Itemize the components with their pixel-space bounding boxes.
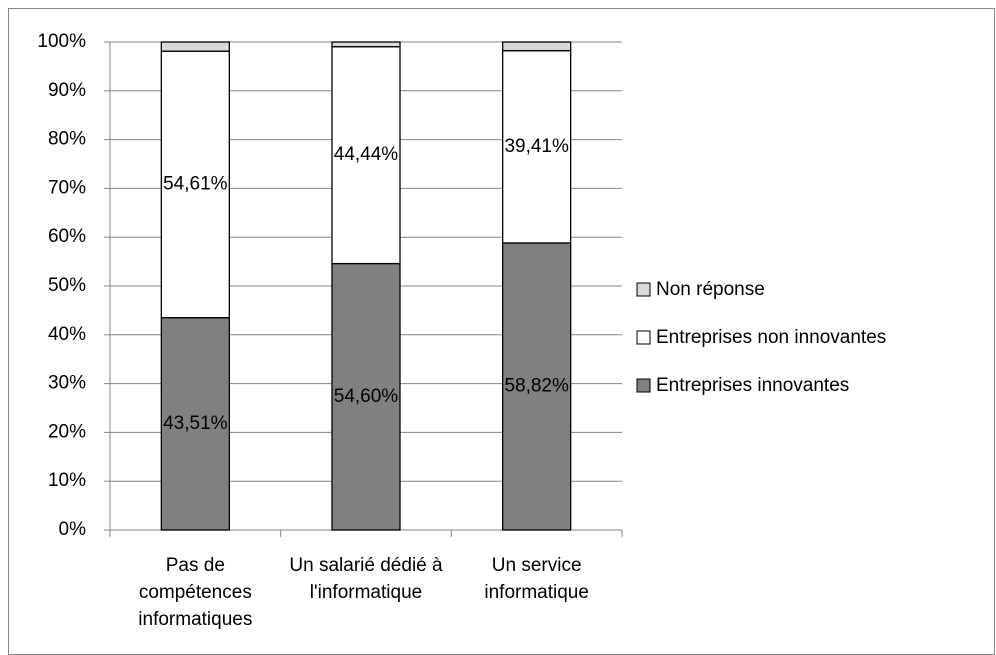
y-tick-label: 30% [48,373,86,394]
value-label: 44,44% [334,144,399,165]
value-label: 39,41% [504,136,569,157]
y-tick-label: 100% [37,31,86,52]
legend-swatch [636,378,651,393]
bar-segment [331,46,401,265]
value-label: 54,60% [334,386,399,407]
y-tick-label: 80% [48,129,86,150]
y-tick-label: 90% [48,80,86,101]
bar-segment [160,317,230,531]
legend-label: Non réponse [656,279,765,300]
y-tick-label: 0% [59,519,87,540]
legend-swatch [636,330,651,345]
bar-segment [502,49,572,244]
x-tick-label: Un salarié dédié à l'informatique [289,555,443,603]
value-label: 54,61% [163,173,228,194]
bar-segment [331,41,401,48]
legend-swatch [636,282,651,297]
y-tick-label: 10% [48,470,86,491]
value-label: 58,82% [504,375,569,396]
value-label: 43,51% [163,413,228,434]
legend-label: Entreprises non innovantes [656,327,886,348]
bar-segment [331,262,401,531]
bar-segment [502,41,572,52]
y-tick-label: 50% [48,275,86,296]
y-tick-label: 60% [48,226,86,247]
legend-label: Entreprises innovantes [656,375,849,396]
bar-segment [160,50,230,319]
bar-segment [160,41,230,52]
x-tick-label: Un service informatique [484,555,589,603]
y-tick-label: 70% [48,177,86,198]
bar-segment [502,242,572,531]
y-tick-label: 20% [48,421,86,442]
y-tick-label: 40% [48,324,86,345]
x-tick-label: Pas de compétences informatiques [138,555,252,630]
